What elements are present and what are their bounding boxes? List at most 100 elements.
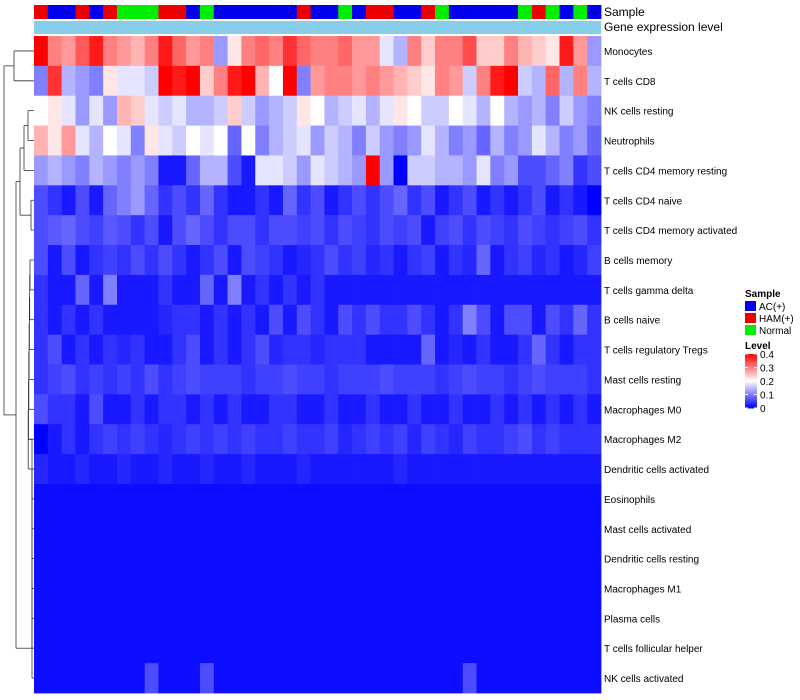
heatmap-cell [296,274,311,306]
heatmap-cell [352,364,367,395]
heatmap-cell [559,215,574,246]
heatmap-cell [545,334,560,365]
heatmap-cell [476,633,491,664]
heatmap-cell [448,36,464,67]
heatmap-cell [227,513,242,545]
heatmap-cell [310,185,325,216]
heatmap-cell [255,185,270,216]
heatmap-cell [47,65,63,97]
heatmap-cell [89,185,104,216]
heatmap-cell [34,513,49,545]
heatmap-cell [103,394,118,425]
heatmap-cell [407,95,422,126]
heatmap-cell [365,513,381,545]
heatmap-cell [130,633,146,664]
heatmap-cell [227,543,242,574]
heatmap-cell [352,155,367,186]
heatmap-cell [255,274,270,306]
heatmap-cell [103,274,118,306]
heatmap-cell [462,424,477,455]
heatmap-cell [518,274,533,306]
heatmap-cell [199,603,215,634]
heatmap-cell [186,36,201,67]
heatmap-cell [421,125,436,156]
heatmap-cell [462,543,477,574]
heatmap-cell [199,663,215,694]
heatmap-cell [504,155,519,186]
row-label: Dendritic cells activated [604,465,709,476]
heatmap-cell [573,274,588,306]
heatmap-cell [130,65,146,97]
heatmap-cell [213,274,229,306]
heatmap-cell [365,424,381,455]
heatmap-cell [476,663,491,694]
heatmap-cell [545,274,560,306]
heatmap-cell [448,125,464,156]
heatmap-cell [310,633,325,664]
heatmap-cell [338,633,353,664]
heatmap-cell [89,215,104,246]
heatmap-cell [462,394,477,425]
heatmap-cell [89,95,104,126]
row-label: Macrophages M2 [604,435,682,446]
heatmap-cell [130,215,146,246]
heatmap-cell [421,364,436,395]
heatmap-cell [352,334,367,365]
heatmap-cell [352,95,367,126]
level-tick-label: 0.2 [760,377,774,388]
heatmap-cell [379,513,394,545]
level-gradient-step [745,385,757,387]
heatmap-cell [144,215,159,246]
heatmap-cell [172,483,187,515]
heatmap-cell [421,95,436,126]
heatmap-cell [448,334,464,365]
heatmap-cell [310,573,325,604]
heatmap-cell [338,603,353,634]
heatmap-cell [531,95,547,126]
level-gradient-step [745,393,757,395]
heatmap-cell [407,483,422,515]
heatmap-cell [144,274,159,306]
heatmap-cell [158,483,173,515]
heatmap-cell [379,483,394,515]
sample-cell-25 [365,5,381,19]
heatmap-cell [61,95,76,126]
heatmap-cell [393,364,408,395]
heatmap-cell [352,424,367,455]
row-label: T cells CD4 memory resting [604,166,727,177]
heatmap-cell [365,95,381,126]
legend-sample-items: AC(+)HAM(+)Normal [745,301,794,337]
heatmap-cell [116,155,132,186]
heatmap-cell [269,394,284,425]
heatmap-cell [379,274,394,306]
heatmap-cell [573,36,588,67]
heatmap-cell [158,633,173,664]
heatmap-cell [199,65,215,97]
heatmap-cell [379,304,394,336]
heatmap-cell [199,185,215,216]
heatmap-cell [379,543,394,574]
heatmap-cell [282,155,298,186]
heatmap-cell [61,364,76,395]
heatmap-cell [296,245,311,276]
heatmap-cell [393,483,408,515]
level-tick-label: 0.4 [760,350,774,361]
heatmap-cell [172,603,187,634]
heatmap-cell [296,573,311,604]
heatmap-cell [448,424,464,455]
heatmap-cell [144,603,159,634]
heatmap-cell [573,95,588,126]
heatmap-cell [89,394,104,425]
heatmap-cell [172,215,187,246]
sample-cell-39 [559,5,574,19]
heatmap-cell [435,304,450,336]
sample-cell-30 [435,5,450,19]
heatmap-cell [61,155,76,186]
heatmap-cell [269,424,284,455]
heatmap-cell [213,155,229,186]
heatmap-cell [103,65,118,97]
heatmap-cell [448,274,464,306]
heatmap-cell [504,185,519,216]
heatmap-cell [352,633,367,664]
heatmap-cell [186,95,201,126]
